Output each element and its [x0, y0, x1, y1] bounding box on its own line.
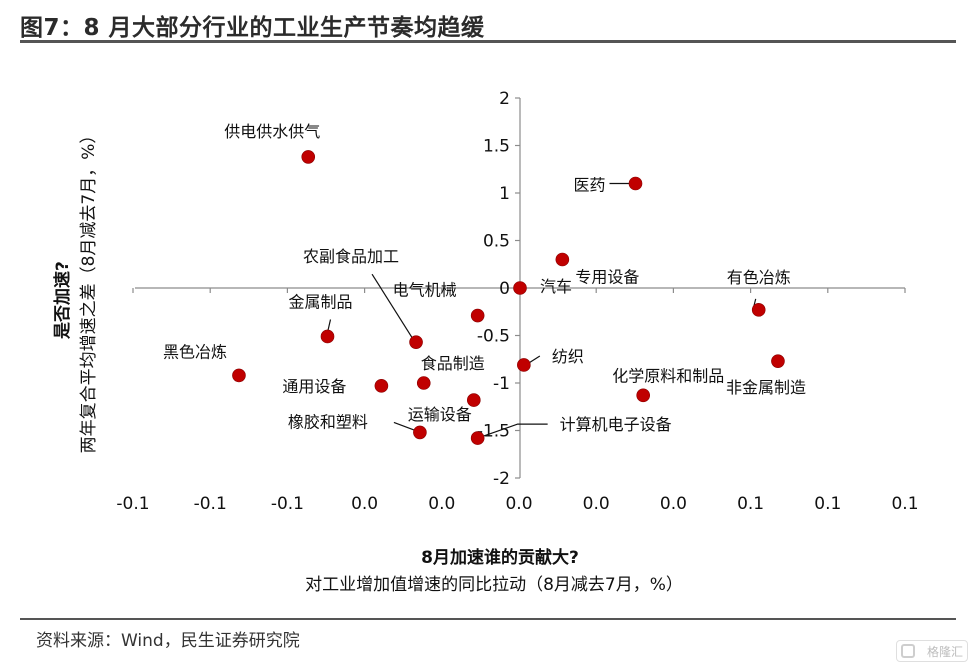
- point-label: 计算机电子设备: [560, 415, 672, 434]
- data-point: [470, 308, 485, 323]
- data-point: [232, 368, 246, 383]
- point-label: 电气机械: [393, 281, 457, 300]
- point-label: 有色冶炼: [727, 268, 791, 287]
- x-tick-label: 0.1: [891, 494, 918, 514]
- watermark-text: 格隆汇: [926, 645, 963, 659]
- watermark-logo: 格隆汇: [896, 640, 968, 662]
- watermark-icon: [901, 644, 915, 658]
- data-point: [301, 150, 316, 164]
- point-label: 农副食品加工: [303, 247, 399, 266]
- data-points: [232, 150, 785, 445]
- point-label: 医药: [574, 176, 606, 195]
- x-tick-label: 0.0: [428, 494, 455, 514]
- x-axis-title: 对工业增加值增速的同比拉动（8月减去7月，%）: [305, 575, 683, 595]
- data-point: [555, 252, 570, 267]
- x-tick-label: -0.1: [116, 494, 149, 514]
- point-label: 纺织: [552, 347, 584, 366]
- leader-line: [528, 355, 541, 364]
- y-tick-label: 0.5: [483, 232, 510, 252]
- leader-line: [480, 423, 548, 438]
- data-point: [413, 425, 427, 440]
- y-tick-label: 1.5: [483, 137, 510, 157]
- data-point: [409, 335, 423, 349]
- data-point: [374, 379, 389, 393]
- y-axis-title: 两年复合平均增速之差（8月减去7月，%）: [79, 127, 99, 454]
- footer-rule: [20, 618, 956, 620]
- tick-labels: 2 1.5 1 0.5 0 -0.5 -1 -1.5 -2 -0.1 -0.1 -0.1 0.0 0.0 0…: [116, 89, 918, 514]
- x-tick-label: 0.0: [351, 494, 378, 514]
- data-point: [628, 176, 643, 191]
- x-tick-label: 0.0: [505, 494, 532, 514]
- x-tick-label: 0.0: [583, 494, 610, 514]
- point-label: 黑色冶炼: [163, 342, 227, 361]
- x-axis-title-bold: 8月加速谁的贡献大?: [421, 547, 579, 568]
- y-tick-label: 0: [499, 279, 510, 299]
- data-point: [751, 303, 766, 317]
- point-label: 专用设备: [575, 268, 639, 287]
- x-tick-label: -0.1: [271, 494, 304, 514]
- point-label: 汽车: [540, 277, 572, 296]
- x-tick-label: -0.1: [194, 494, 227, 514]
- source-note: 资料来源：Wind，民生证券研究院: [36, 631, 300, 651]
- point-label: 金属制品: [289, 292, 353, 311]
- chart-title: 图7：8 月大部分行业的工业生产节奏均趋缓: [20, 15, 485, 41]
- data-point: [466, 393, 481, 407]
- point-label: 食品制造: [421, 354, 485, 373]
- data-point: [416, 376, 431, 390]
- data-point: [513, 281, 527, 295]
- y-tick-label: -1.5: [477, 422, 510, 442]
- data-point: [517, 358, 531, 372]
- point-label: 供电供水供气: [224, 122, 320, 141]
- x-tick-label: 0.1: [814, 494, 841, 514]
- point-label: 运输设备: [408, 405, 472, 424]
- y-tick-label: 2: [499, 89, 510, 109]
- point-label: 化学原料和制品: [612, 366, 724, 385]
- y-tick-label: 1: [499, 184, 510, 204]
- x-tick-label: 0.1: [737, 494, 764, 514]
- y-axis-title-bold: 是否加速?: [52, 261, 73, 339]
- y-tick-label: -2: [493, 469, 510, 489]
- y-tick-label: -1: [493, 374, 510, 394]
- data-point: [771, 354, 785, 368]
- data-point: [320, 329, 335, 344]
- leader-line: [371, 273, 414, 340]
- x-tick-label: 0.0: [660, 494, 687, 514]
- data-point: [470, 431, 485, 445]
- data-point: [636, 388, 651, 403]
- leader-lines: [326, 182, 757, 438]
- point-label: 橡胶和塑料: [288, 412, 368, 431]
- title-rule: [20, 40, 956, 43]
- point-label: 通用设备: [282, 377, 346, 396]
- y-tick-label: -0.5: [477, 327, 510, 347]
- point-label: 非金属制造: [726, 378, 806, 397]
